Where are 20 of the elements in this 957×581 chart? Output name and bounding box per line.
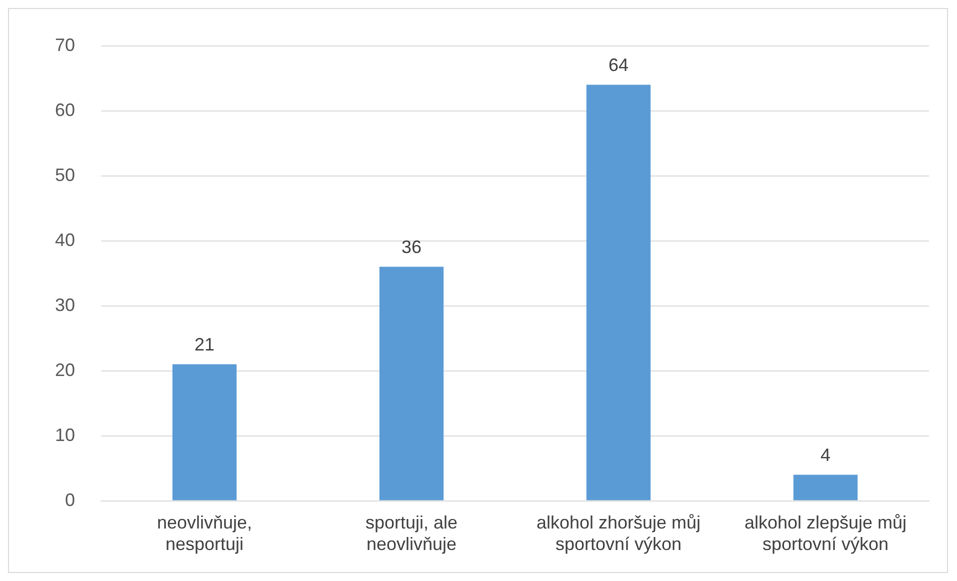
y-tick-label: 10 (54, 424, 76, 445)
y-tick-label: 30 (54, 294, 76, 315)
data-label: 21 (194, 334, 215, 354)
y-tick-label: 60 (54, 100, 76, 120)
y-tick-label: 0 (65, 490, 76, 510)
x-tick-label: alkohol zlepšuje můj sportovní výkon (744, 512, 907, 554)
x-tick-label: neovlivňuje, nesportuji (156, 512, 252, 554)
x-tick-label: alkohol zhoršuje můj sportovní výkon (536, 512, 701, 554)
data-label: 64 (608, 54, 629, 75)
y-tick-label: 20 (54, 360, 76, 380)
bar (793, 474, 858, 500)
y-tick-label: 70 (54, 34, 76, 55)
bar (586, 84, 651, 500)
data-label: 4 (820, 444, 831, 465)
bar (172, 364, 237, 500)
x-tick-label: sportuji, ale neovlivňuje (365, 512, 458, 554)
y-tick-label: 50 (54, 164, 76, 185)
y-tick-label: 40 (54, 230, 76, 250)
bar (379, 266, 444, 500)
data-label: 36 (402, 236, 422, 257)
